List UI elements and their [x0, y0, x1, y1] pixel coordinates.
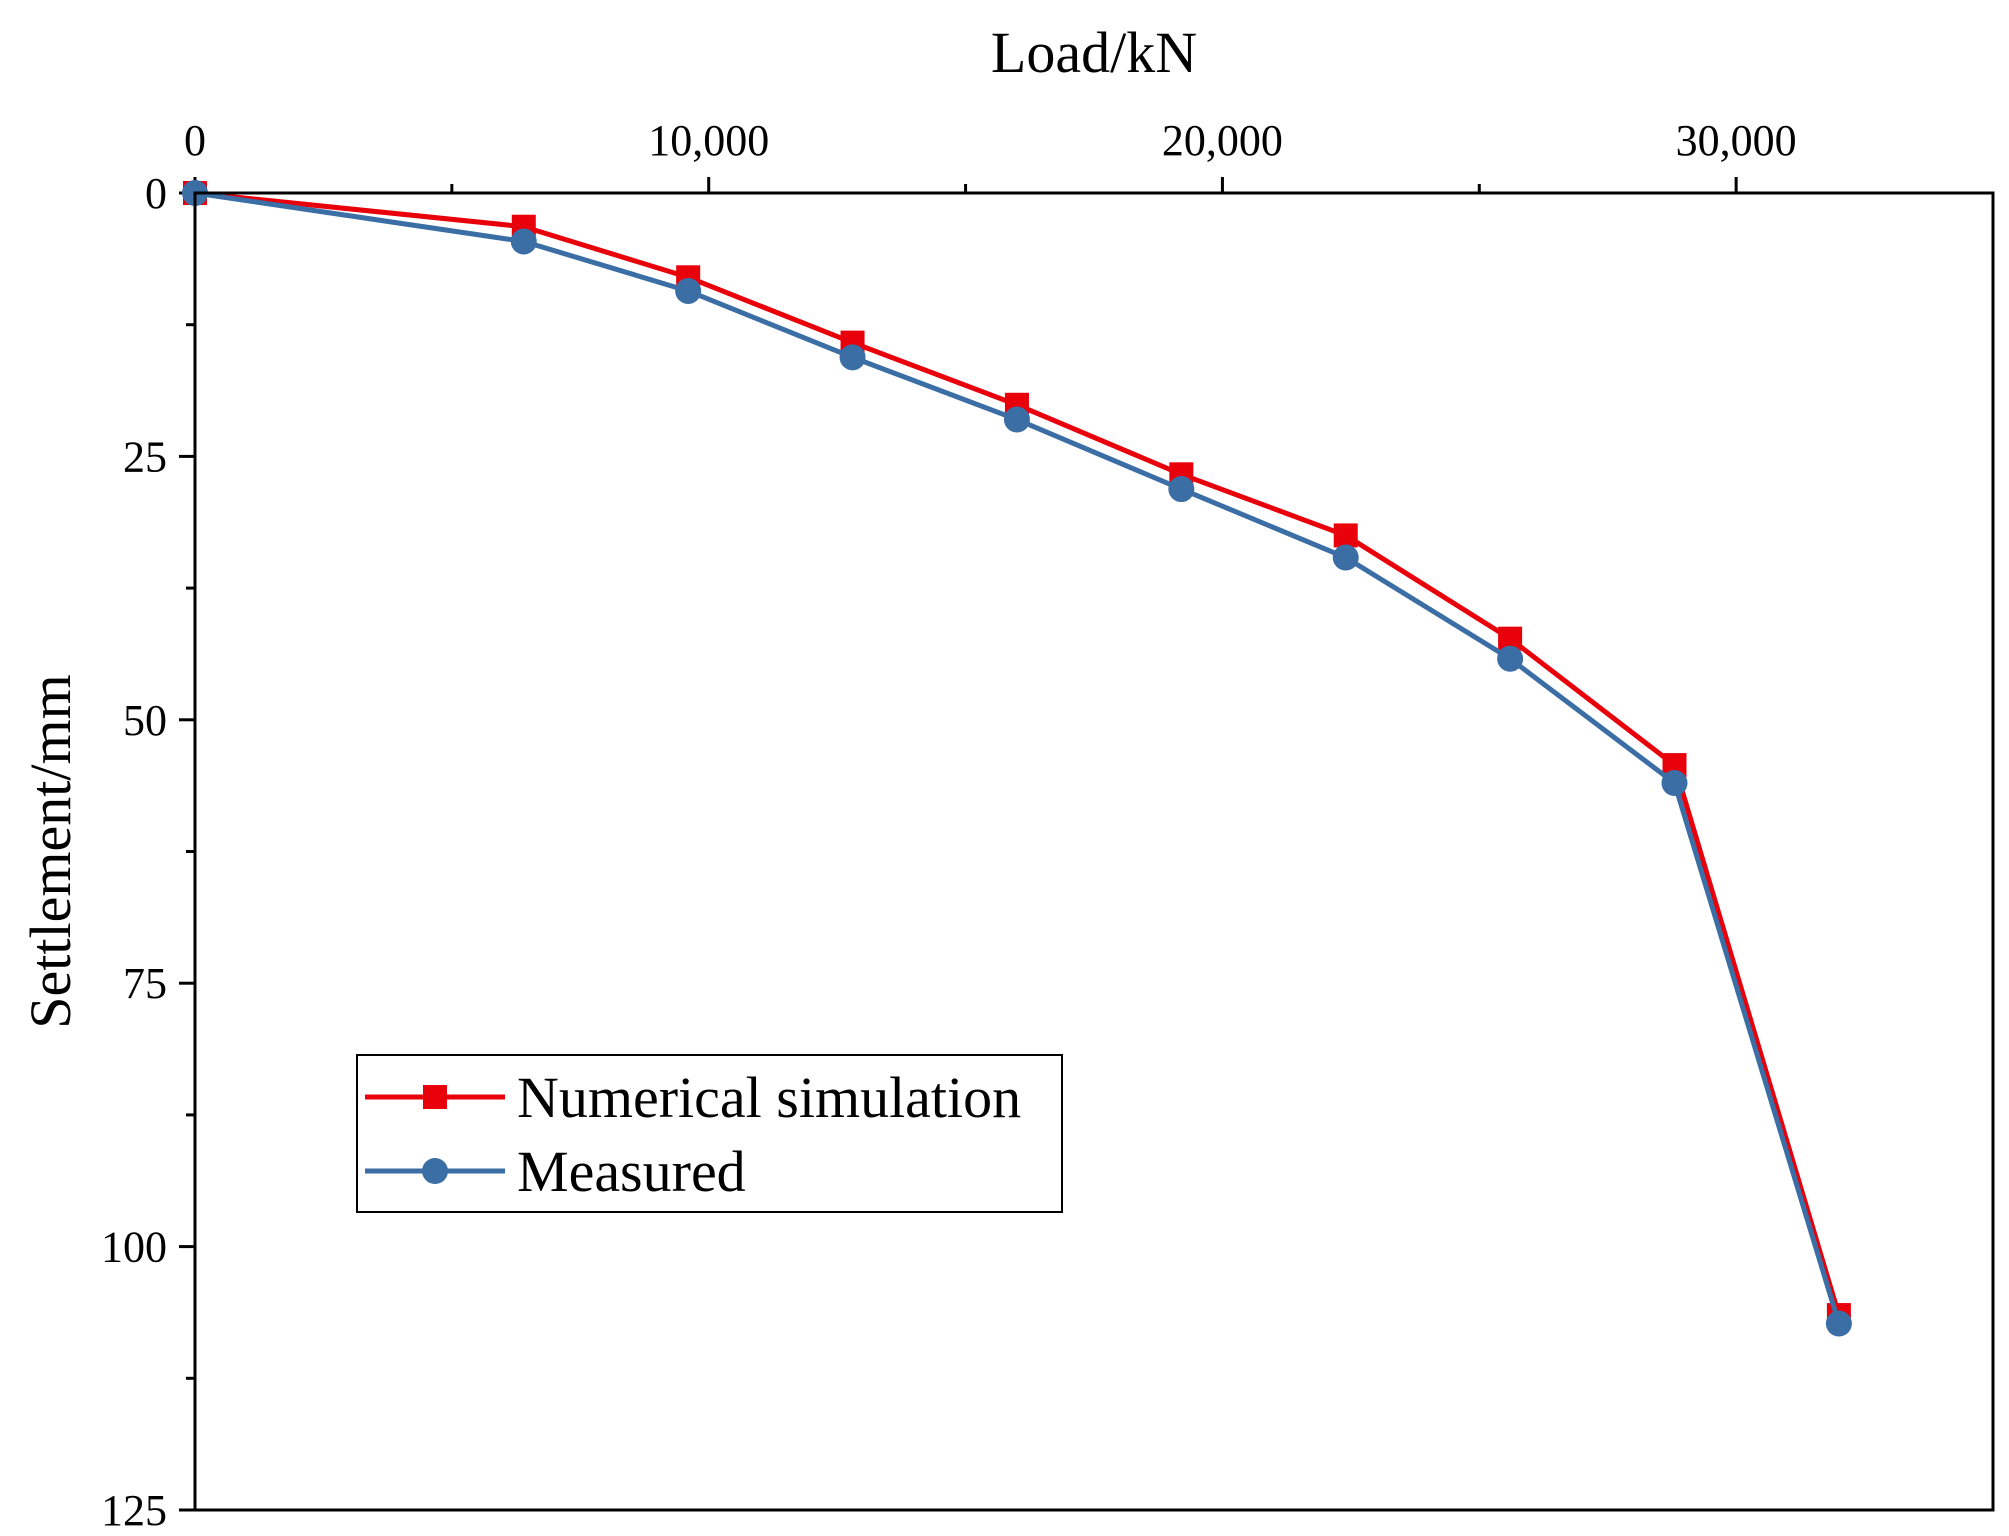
- legend-item: Measured: [365, 1139, 746, 1204]
- x-axis-title: Load/kN: [991, 20, 1197, 85]
- series-line: [194, 190, 1842, 1325]
- y-tick-label: 50: [123, 696, 167, 745]
- legend-swatch-circle: [422, 1158, 448, 1184]
- legend: Numerical simulation Measured: [356, 1054, 1063, 1213]
- legend-label: Measured: [517, 1139, 746, 1204]
- legend-box: [356, 1054, 1063, 1213]
- series-2: [182, 180, 1852, 1337]
- y-axis-title: Settlement/mm: [18, 674, 83, 1028]
- y-tick-label: 25: [123, 432, 167, 481]
- data-point-circle: [1497, 645, 1524, 672]
- x-tick-label: 30,000: [1676, 116, 1797, 165]
- data-point-circle: [839, 344, 866, 371]
- x-tick-label: 10,000: [648, 116, 769, 165]
- data-point-circle: [1332, 544, 1359, 571]
- data-point-circle: [675, 277, 702, 304]
- data-point-circle: [1003, 406, 1030, 433]
- y-tick-label: 75: [123, 959, 167, 1008]
- data-point-circle: [1661, 770, 1688, 797]
- data-point-circle: [1825, 1310, 1852, 1337]
- plot-frame: [193, 191, 1995, 1512]
- data-point-circle: [510, 228, 537, 255]
- x-tick-label: 0: [184, 116, 206, 165]
- y-tick-label: 125: [101, 1486, 167, 1535]
- data-point-square: [1333, 523, 1358, 548]
- axis-ticks: 0 10,000 20,000 30,000 0 25 50 75 100 125: [101, 116, 1797, 1535]
- legend-label: Numerical simulation: [517, 1065, 1021, 1130]
- y-tick-label: 0: [145, 169, 167, 218]
- legend-swatch-square: [423, 1085, 447, 1109]
- data-point-circle: [1168, 476, 1195, 503]
- legend-item: Numerical simulation: [365, 1065, 1021, 1130]
- y-tick-label: 100: [101, 1223, 167, 1272]
- x-tick-label: 20,000: [1162, 116, 1283, 165]
- series-layer: [182, 180, 1852, 1337]
- series-line: [194, 190, 1842, 1316]
